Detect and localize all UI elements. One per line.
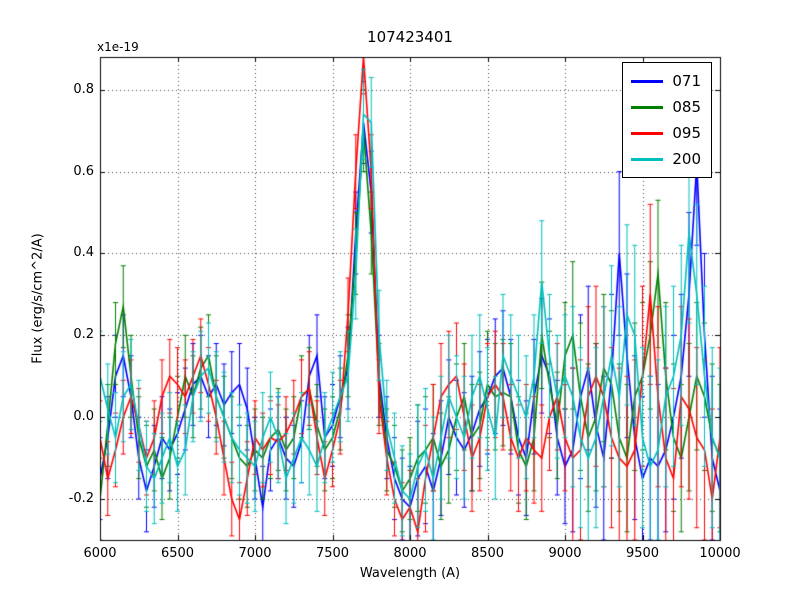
legend-entry: 095: [631, 120, 701, 146]
x-tick-label: 9000: [548, 546, 582, 561]
plot-title: 107423401: [367, 28, 453, 46]
legend-entry: 085: [631, 94, 701, 120]
y-tick-label: 0.0: [73, 409, 94, 425]
x-axis-label: Wavelength (A): [359, 566, 461, 581]
legend-line-swatch: [631, 105, 664, 109]
legend: 071 085 095 200: [622, 62, 712, 178]
x-tick-label: 6000: [83, 546, 117, 561]
x-tick-label: 7500: [315, 546, 350, 561]
legend-entry: 200: [631, 146, 701, 172]
y-tick-label: 0.6: [73, 163, 94, 179]
legend-line-swatch: [631, 79, 664, 83]
x-tick-label: 7000: [238, 546, 272, 561]
x-tick-label: 8500: [470, 546, 505, 561]
x-tick-label: 8000: [393, 546, 427, 561]
legend-label: 071: [672, 71, 701, 90]
y-tick-label: -0.2: [68, 491, 94, 507]
legend-label: 095: [672, 123, 701, 142]
legend-line-swatch: [631, 131, 664, 135]
legend-entry: 071: [631, 68, 701, 94]
y-axis-label: Flux (erg/s/cm^2/A): [30, 233, 46, 364]
legend-line-swatch: [631, 157, 664, 161]
x-tick-label: 9500: [625, 546, 660, 561]
y-tick-label: 0.2: [73, 327, 94, 343]
x-tick-label: 10000: [699, 546, 741, 561]
y-axis-offset-label: x1e-19: [97, 40, 139, 54]
y-tick-label: 0.8: [73, 81, 94, 97]
legend-label: 200: [672, 149, 701, 168]
x-tick-label: 6500: [160, 546, 195, 561]
y-tick-label: 0.4: [73, 245, 94, 261]
legend-label: 085: [672, 97, 701, 116]
